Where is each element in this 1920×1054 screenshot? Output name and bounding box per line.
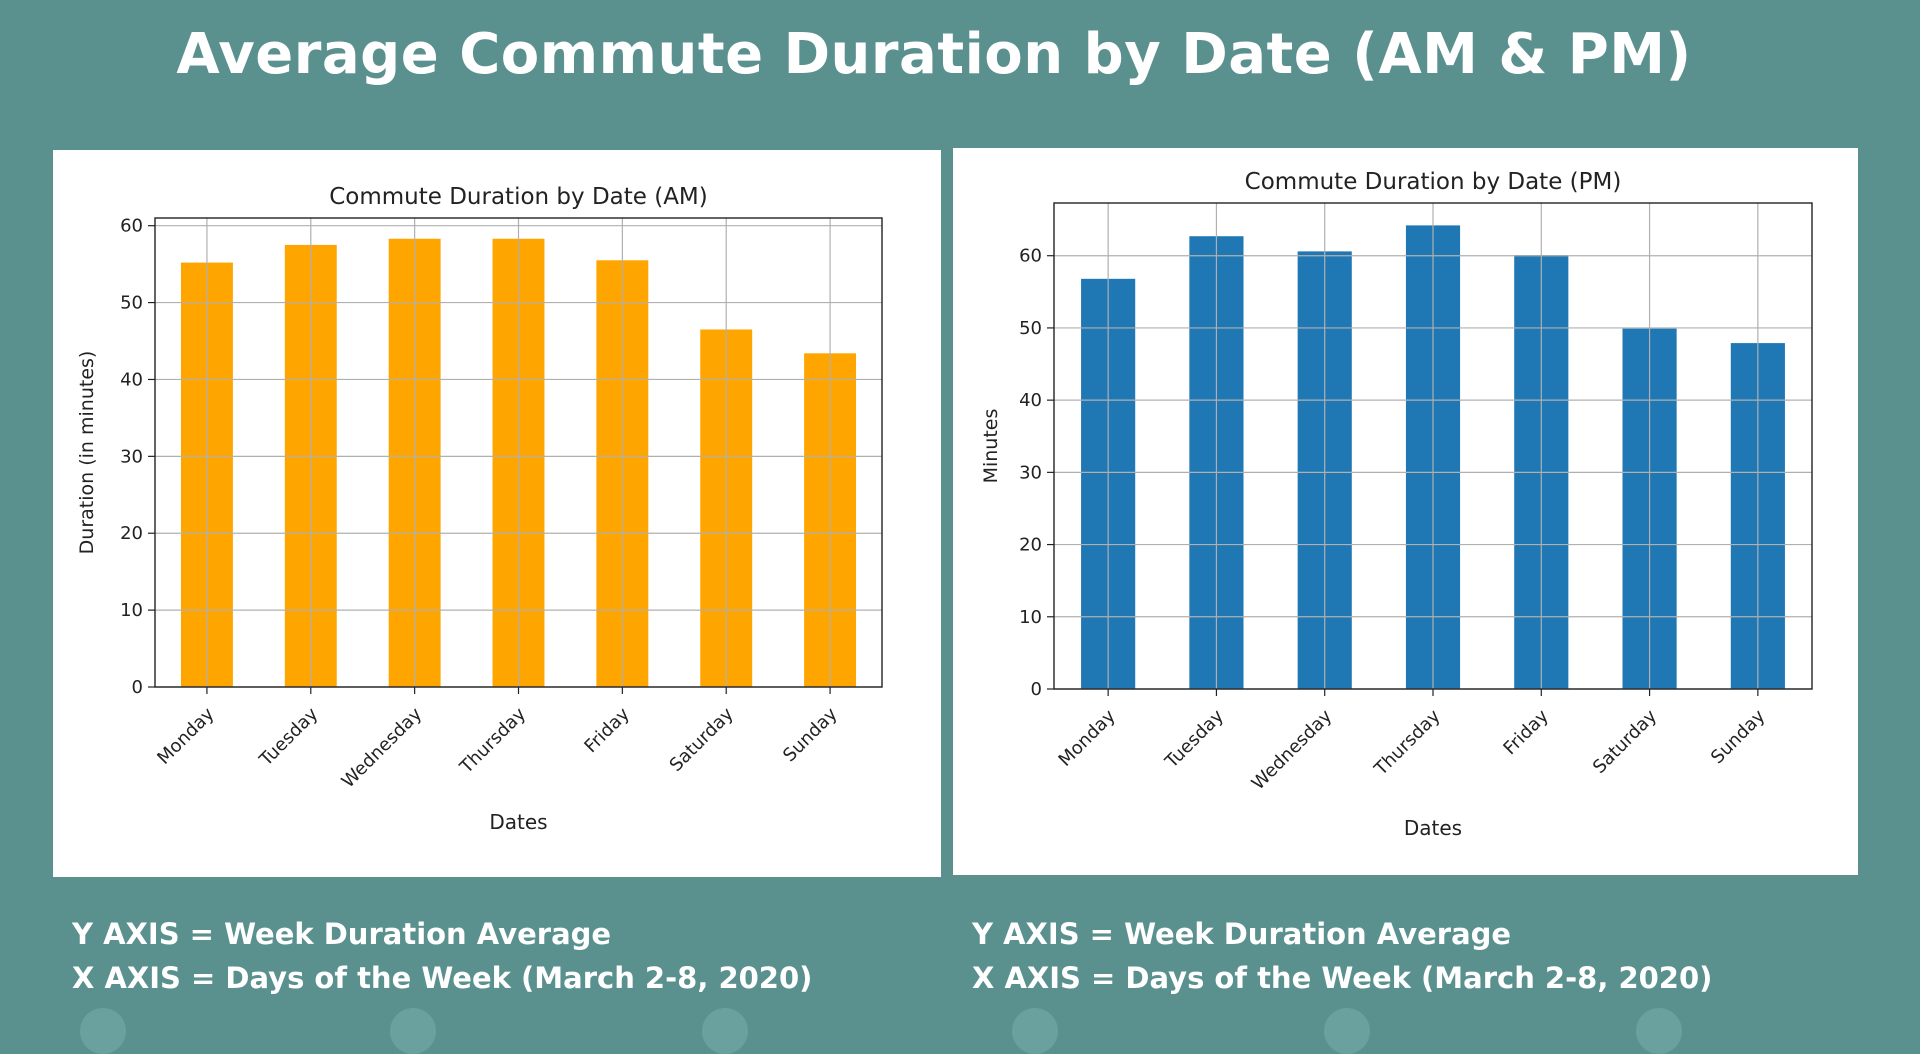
am-chart-caption: Y AXIS = Week Duration Average X AXIS = … xyxy=(72,912,812,1000)
am-x-tick-label: Wednesday xyxy=(338,703,427,792)
pm-y-tick-label: 20 xyxy=(1019,535,1042,556)
am-x-tick-label: Tuesday xyxy=(255,703,323,771)
am-y-tick-label: 10 xyxy=(120,600,143,621)
pm-caption-x-axis: X AXIS = Days of the Week (March 2-8, 20… xyxy=(972,961,1713,995)
pm-caption-y-axis: Y AXIS = Week Duration Average xyxy=(972,917,1512,951)
pm-chart-panel: 0 10 20 30 40 50 60 Monday Tuesday Wednesday Thurs… xyxy=(953,148,1858,875)
pm-y-tick-label: 60 xyxy=(1019,246,1042,267)
pm-x-tick-label: Tuesday xyxy=(1161,705,1229,773)
pm-chart-caption: Y AXIS = Week Duration Average X AXIS = … xyxy=(972,912,1712,1000)
am-chart-panel: 0 10 20 30 40 50 60 Monday Tuesday Wednesday Thurs… xyxy=(53,150,941,877)
decorative-dot xyxy=(390,1008,436,1054)
pm-x-tick-label: Sunday xyxy=(1707,705,1770,768)
am-x-tick-label: Sunday xyxy=(779,703,842,766)
pm-axes-frame xyxy=(1053,202,1813,690)
am-y-tick-label: 40 xyxy=(120,369,143,390)
decorative-dot xyxy=(80,1008,126,1054)
pm-x-tick-label: Wednesday xyxy=(1248,705,1337,794)
pm-commute-bar-chart: 0 10 20 30 40 50 60 Monday Tuesday Wednesday Thurs… xyxy=(980,169,1813,840)
pm-y-axis-label: Minutes xyxy=(980,409,1002,484)
slide-title: Average Commute Duration by Date (AM & P… xyxy=(176,22,1692,87)
pm-y-tick-label: 10 xyxy=(1019,607,1042,628)
am-x-tick-label: Friday xyxy=(580,703,634,757)
pm-x-tick-label: Thursday xyxy=(1370,705,1445,780)
decorative-dot xyxy=(1324,1008,1370,1054)
pm-x-tick-label: Monday xyxy=(1055,705,1120,770)
am-y-tick-label: 20 xyxy=(120,523,143,544)
pm-y-tick-label: 50 xyxy=(1019,318,1042,339)
am-commute-bar-chart: 0 10 20 30 40 50 60 Monday Tuesday Wednesday Thurs… xyxy=(76,184,883,834)
am-x-tick-label: Saturday xyxy=(666,703,738,775)
decorative-dot xyxy=(1012,1008,1058,1054)
am-x-tick-label: Monday xyxy=(153,703,218,768)
pm-y-tick-label: 0 xyxy=(1031,679,1042,700)
am-caption-y-axis: Y AXIS = Week Duration Average xyxy=(72,917,612,951)
pm-y-tick-label: 30 xyxy=(1019,462,1042,483)
decorative-dot xyxy=(1636,1008,1682,1054)
am-y-tick-label: 60 xyxy=(120,216,143,237)
pm-x-axis-label: Dates xyxy=(1404,816,1462,840)
am-y-tick-label: 50 xyxy=(120,293,143,314)
am-axes-frame xyxy=(154,217,883,688)
am-y-axis-label: Duration (in minutes) xyxy=(76,351,98,555)
pm-y-tick-label: 40 xyxy=(1019,390,1042,411)
pm-x-tick-label: Friday xyxy=(1499,705,1553,759)
am-y-tick-label: 0 xyxy=(132,677,143,698)
am-caption-x-axis: X AXIS = Days of the Week (March 2-8, 20… xyxy=(72,961,813,995)
am-x-tick-label: Thursday xyxy=(455,703,530,778)
am-y-tick-label: 30 xyxy=(120,446,143,467)
pm-x-tick-label: Saturday xyxy=(1589,705,1661,777)
am-x-axis-label: Dates xyxy=(489,810,547,834)
pm-chart-title: Commute Duration by Date (PM) xyxy=(1245,169,1622,195)
am-chart-title: Commute Duration by Date (AM) xyxy=(329,184,708,210)
decorative-dot xyxy=(702,1008,748,1054)
